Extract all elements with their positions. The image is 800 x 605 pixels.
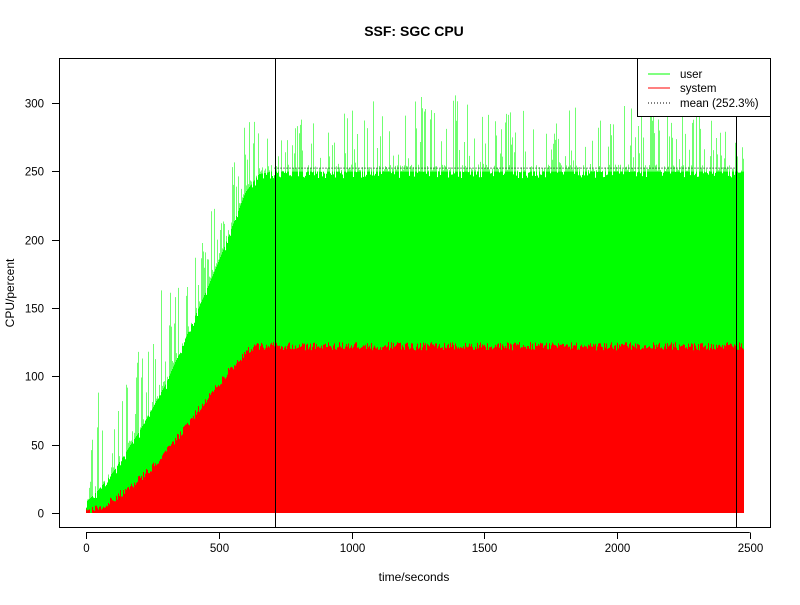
x-tick-label: 2000	[605, 543, 631, 555]
x-tick-label: 2500	[738, 543, 764, 555]
legend-user-label: user	[680, 69, 703, 81]
x-axis-label: time/seconds	[379, 570, 450, 584]
legend-system-label: system	[680, 83, 716, 95]
y-tick-label: 200	[25, 236, 44, 248]
x-tick-label: 1500	[472, 543, 498, 555]
overlay	[274, 58, 737, 527]
y-tick-label: 50	[31, 441, 44, 453]
chart-title: SSF: SGC CPU	[364, 23, 464, 39]
y-tick-label: 250	[25, 167, 44, 179]
y-tick-label: 0	[38, 509, 44, 521]
y-axis-label: CPU/percent	[3, 258, 17, 327]
plot-marks	[86, 95, 744, 513]
x-axis: 0 500 1000 1500 2000 2500	[83, 532, 764, 555]
y-tick-label: 300	[25, 99, 44, 111]
x-tick-label: 0	[83, 543, 89, 555]
y-tick-label: 150	[25, 304, 44, 316]
legend: user system mean (252.3%)	[637, 58, 771, 117]
x-tick-label: 1000	[340, 543, 366, 555]
x-tick-label: 500	[210, 543, 229, 555]
legend-mean-label: mean (252.3%)	[680, 98, 759, 110]
y-tick-label: 100	[25, 372, 44, 384]
y-axis: 0 50 100 150 200 250 300	[25, 99, 60, 521]
